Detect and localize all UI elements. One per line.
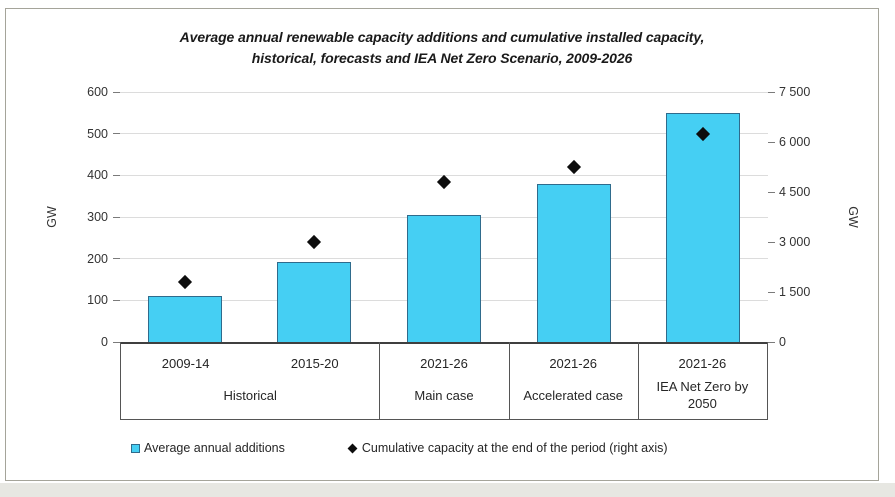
right-axis-tick-label: 0 (779, 335, 786, 349)
left-axis-tick (113, 91, 120, 93)
right-axis-tick-label: 4 500 (779, 185, 811, 199)
left-axis-tick-label: 100 (87, 293, 108, 308)
cumulative-capacity-marker-1 (307, 234, 322, 250)
left-axis-tick-label: 0 (101, 335, 108, 349)
group-label-text: Historical (223, 387, 277, 403)
right-axis-tick (768, 141, 775, 143)
right-axis-tick (768, 191, 775, 193)
left-axis-tick-label: 200 (87, 251, 108, 266)
right-axis-tick (768, 91, 775, 93)
group-divider (637, 342, 639, 419)
bar-2009-14-0 (147, 296, 222, 342)
group-label-historical: Historical (121, 376, 379, 414)
legend-item-diamonds: Cumulative capacity at the end of the pe… (347, 441, 668, 455)
right-axis-tick-label: 7 500 (779, 85, 811, 99)
group-label-accelerated-case: Accelerated case (509, 376, 638, 414)
right-axis-title: GW (846, 206, 860, 228)
left-axis-tick-label: 400 (87, 168, 108, 183)
category-label: 2009-14 (161, 356, 210, 371)
legend-label: Average annual additions (144, 441, 285, 455)
left-axis-tick (113, 258, 120, 260)
left-axis-tick-label: 500 (87, 126, 108, 141)
group-divider (379, 342, 381, 419)
bar-2021-26-3 (536, 183, 611, 342)
left-axis-tick-label: 600 (87, 85, 108, 99)
right-axis-tick-label: 3 000 (779, 235, 811, 249)
chart-title-line2: historical, forecasts and IEA Net Zero S… (251, 50, 633, 66)
chart-title: Average annual renewable capacity additi… (6, 27, 878, 69)
left-axis-tick (113, 299, 120, 301)
gridline (120, 133, 768, 135)
right-axis-tick (768, 241, 775, 243)
right-axis-tick-label: 1 500 (779, 285, 811, 299)
bar-2015-20-1 (277, 262, 352, 342)
left-axis-tick (113, 341, 120, 343)
legend-item-bars: Average annual additions (131, 441, 285, 455)
cumulative-capacity-marker-3 (566, 159, 581, 175)
diamond-marker-icon (347, 443, 358, 453)
cumulative-capacity-marker-2 (436, 174, 452, 190)
group-label-text: IEA Net Zero by 2050 (656, 379, 749, 411)
group-label-main-case: Main case (379, 376, 508, 414)
chart-card: Average annual renewable capacity additi… (5, 8, 879, 481)
page-background-strip (0, 483, 895, 497)
left-axis-tick (113, 174, 120, 176)
cumulative-capacity-marker-0 (177, 274, 192, 290)
chart-legend: Average annual additions Cumulative capa… (120, 439, 768, 457)
group-label-net-zero: IEA Net Zero by 2050 (638, 376, 767, 414)
right-axis-tick-label: 6 000 (779, 135, 811, 149)
category-label: 2021-26 (678, 356, 727, 371)
left-axis-tick (113, 133, 120, 135)
right-axis-tick (768, 291, 775, 293)
right-axis-tick (768, 341, 775, 343)
x-axis-label-box: 2009-14 2015-20 2021-26 2021-26 2021-26 … (120, 342, 768, 420)
left-axis-tick-label: 300 (87, 210, 108, 224)
category-label: 2021-26 (420, 356, 468, 371)
category-label: 2015-20 (290, 356, 339, 371)
bar-2021-26-2 (407, 214, 481, 342)
chart-title-line1: Average annual renewable capacity additi… (179, 29, 705, 45)
group-label-text: Main case (414, 387, 474, 403)
plot-area: 0 100 200 300 400 500 600 0 1 500 3 000 4 500 6 000… (87, 85, 810, 349)
bar-swatch-icon (131, 443, 140, 453)
category-label: 2021-26 (549, 356, 598, 371)
group-divider (508, 342, 510, 419)
left-axis-tick (113, 216, 120, 218)
group-label-text: Accelerated case (523, 387, 624, 403)
bar-2021-26-4 (666, 112, 741, 342)
gridline (120, 91, 768, 93)
legend-label: Cumulative capacity at the end of the pe… (361, 441, 668, 455)
